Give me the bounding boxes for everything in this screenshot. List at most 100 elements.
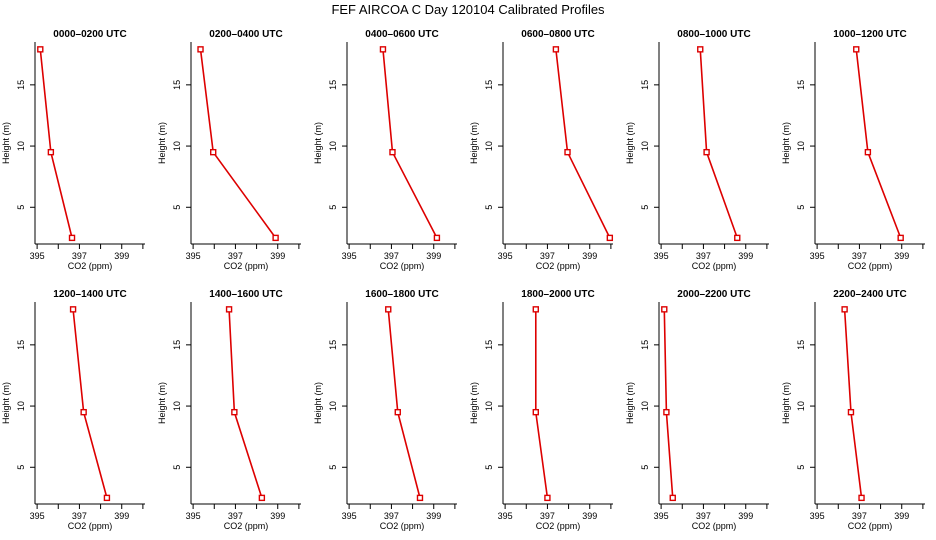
- data-point: [80, 408, 87, 416]
- y-tick-label: 5: [328, 465, 338, 470]
- panel-title: 2000–2200 UTC: [677, 289, 750, 300]
- y-tick-label: 15: [16, 340, 26, 350]
- data-point: [225, 306, 233, 313]
- data-point: [544, 494, 551, 502]
- y-tick-label: 5: [172, 205, 182, 210]
- panel-grid: 0000–0200 UTC 395 397 399 5 10 15 CO2 (ppm) Heig…: [1, 29, 925, 531]
- y-tick-label: 10: [16, 141, 26, 151]
- data-point: [703, 148, 710, 156]
- profile-line: [855, 49, 902, 239]
- x-axis-label: CO2 (ppm): [848, 521, 893, 531]
- x-tick-label: 397: [384, 511, 399, 521]
- y-axis-label: Height (m): [625, 382, 635, 424]
- x-tick-label: 397: [384, 251, 399, 261]
- y-tick-label: 10: [172, 401, 182, 411]
- y-tick-label: 5: [16, 205, 26, 210]
- x-tick-label: 399: [114, 511, 129, 521]
- x-tick-label: 395: [30, 511, 45, 521]
- y-axis-label: Height (m): [469, 122, 479, 164]
- profile-line: [663, 309, 674, 498]
- x-tick-label: 397: [72, 251, 87, 261]
- y-axis-label: Height (m): [781, 382, 791, 424]
- profile-panel: 1200–1400 UTC 395 397 399 5 10 15 CO2 (ppm) Heig…: [1, 289, 145, 531]
- profile-panel: 0600–0800 UTC 395 397 399 5 10 15 CO2 (ppm) Heig…: [469, 29, 614, 271]
- y-tick-label: 10: [328, 401, 338, 411]
- x-axis-label: CO2 (ppm): [848, 261, 893, 271]
- profile-panel: 1600–1800 UTC 395 397 399 5 10 15 CO2 (ppm) Heig…: [313, 289, 457, 531]
- data-point: [379, 46, 387, 53]
- y-tick-label: 10: [640, 141, 650, 151]
- y-tick-label: 5: [640, 205, 650, 210]
- x-tick-label: 395: [342, 511, 357, 521]
- y-axis-label: Height (m): [1, 382, 11, 424]
- figure-title: FEF AIRCOA C Day 120104 Calibrated Profi…: [331, 2, 605, 17]
- x-axis-label: CO2 (ppm): [224, 521, 269, 531]
- y-tick-label: 5: [172, 465, 182, 470]
- profile-panel: 0400–0600 UTC 395 397 399 5 10 15 CO2 (ppm) Heig…: [313, 29, 457, 271]
- data-point: [606, 234, 614, 242]
- x-tick-label: 395: [342, 251, 357, 261]
- y-tick-label: 10: [484, 141, 494, 151]
- y-tick-label: 15: [16, 80, 26, 90]
- panel-title: 0600–0800 UTC: [521, 29, 594, 40]
- y-tick-label: 10: [328, 141, 338, 151]
- data-point: [552, 46, 560, 53]
- x-tick-label: 395: [810, 251, 825, 261]
- data-point: [231, 408, 238, 416]
- y-tick-label: 15: [484, 340, 494, 350]
- x-tick-label: 397: [696, 511, 711, 521]
- y-tick-label: 10: [16, 401, 26, 411]
- x-tick-label: 397: [228, 251, 243, 261]
- profile-panel: 1800–2000 UTC 395 397 399 5 10 15 CO2 (ppm) Heig…: [469, 289, 613, 531]
- profile-line: [199, 49, 277, 239]
- x-tick-label: 395: [30, 251, 45, 261]
- y-tick-label: 15: [328, 80, 338, 90]
- x-tick-label: 397: [540, 511, 555, 521]
- data-point: [897, 234, 904, 242]
- profile-line: [843, 309, 863, 498]
- data-point: [416, 494, 424, 502]
- data-point: [47, 148, 55, 156]
- x-tick-label: 399: [270, 251, 285, 261]
- x-tick-label: 397: [540, 251, 555, 261]
- data-point: [68, 234, 76, 242]
- data-point: [697, 46, 704, 53]
- x-tick-label: 395: [186, 251, 201, 261]
- x-tick-label: 397: [852, 511, 867, 521]
- profile-line: [555, 49, 611, 239]
- panel-title: 1000–1200 UTC: [833, 29, 906, 40]
- profile-panel: 2000–2200 UTC 395 397 399 5 10 15 CO2 (ppm) Heig…: [625, 289, 769, 531]
- data-point: [258, 494, 266, 502]
- y-tick-label: 10: [484, 401, 494, 411]
- profile-panel: 0800–1000 UTC 395 397 399 5 10 15 CO2 (ppm) Heig…: [625, 29, 769, 271]
- x-tick-label: 399: [426, 511, 441, 521]
- data-point: [385, 306, 392, 313]
- x-axis-label: CO2 (ppm): [68, 521, 113, 531]
- data-point: [532, 408, 539, 416]
- y-axis-label: Height (m): [781, 122, 791, 164]
- x-axis-label: CO2 (ppm): [68, 261, 113, 271]
- x-axis-label: CO2 (ppm): [692, 521, 737, 531]
- x-axis-label: CO2 (ppm): [536, 261, 581, 271]
- y-tick-label: 10: [796, 141, 806, 151]
- profile-line: [39, 49, 73, 239]
- y-axis-label: Height (m): [157, 122, 167, 164]
- data-point: [669, 494, 676, 502]
- data-point: [69, 306, 77, 313]
- panel-title: 1600–1800 UTC: [365, 289, 438, 300]
- panel-title: 0400–0600 UTC: [365, 29, 438, 40]
- x-tick-label: 399: [426, 251, 441, 261]
- y-axis-label: Height (m): [313, 122, 323, 164]
- x-tick-label: 397: [852, 251, 867, 261]
- y-tick-label: 15: [172, 80, 182, 90]
- x-tick-label: 395: [654, 511, 669, 521]
- x-tick-label: 399: [270, 511, 285, 521]
- data-point: [37, 46, 44, 53]
- y-tick-label: 5: [640, 465, 650, 470]
- x-axis-label: CO2 (ppm): [380, 261, 425, 271]
- data-point: [103, 494, 111, 502]
- y-tick-label: 5: [796, 205, 806, 210]
- x-tick-label: 399: [894, 511, 909, 521]
- data-point: [532, 306, 539, 313]
